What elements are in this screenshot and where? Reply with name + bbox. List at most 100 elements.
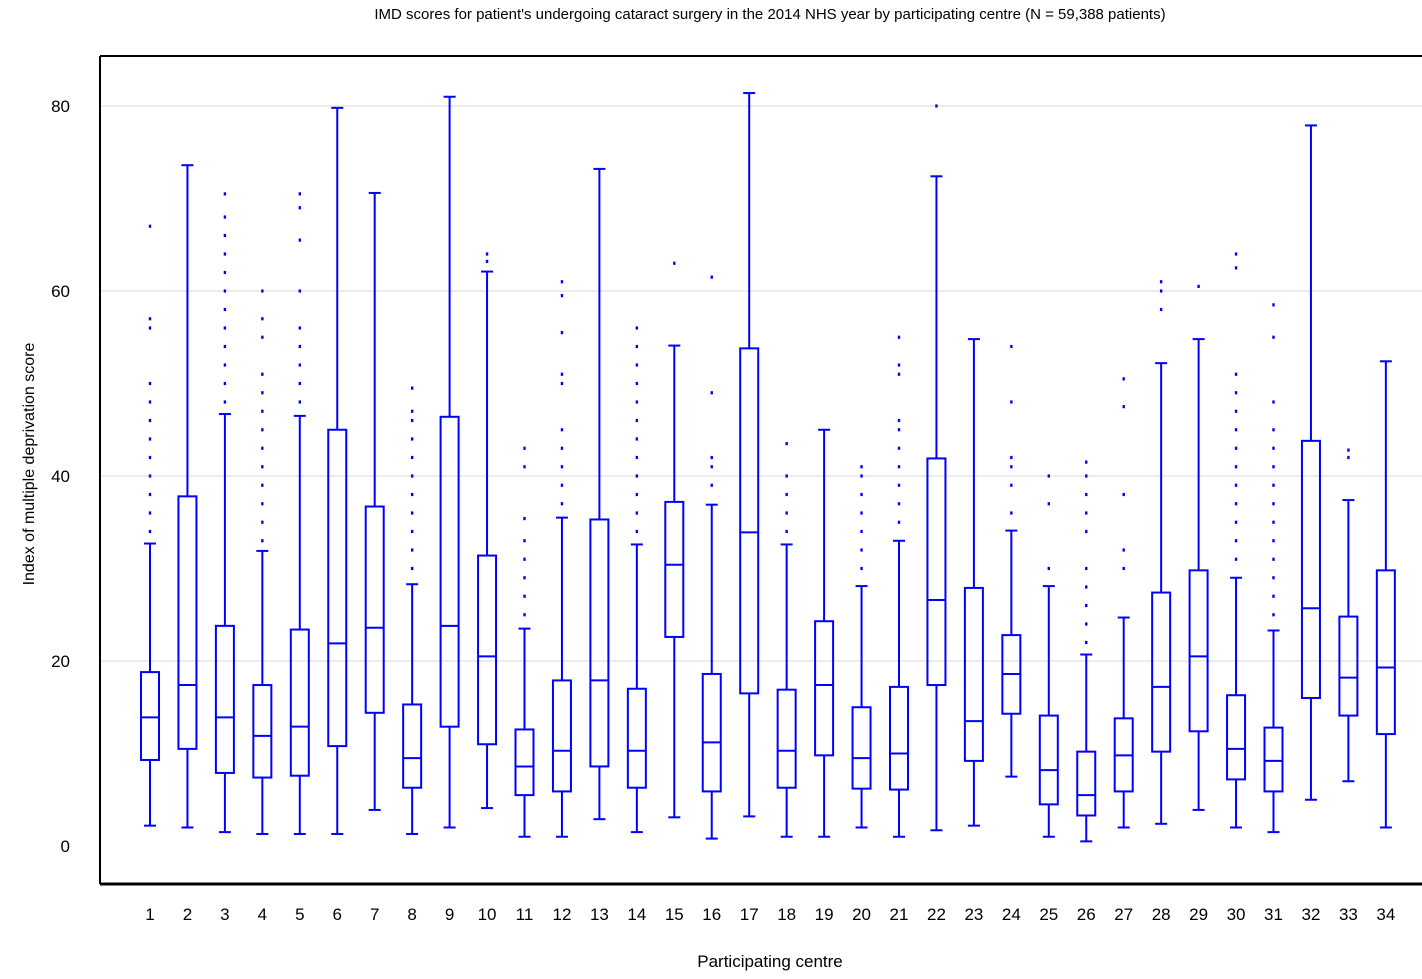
outlier-point <box>261 289 264 293</box>
outlier-point <box>298 381 301 386</box>
outlier-point <box>635 344 639 349</box>
iqr-box <box>664 500 685 638</box>
x-tick-label: 11 <box>516 905 534 924</box>
outlier-point <box>897 446 901 450</box>
outlier-point <box>1272 502 1275 506</box>
outlier-point <box>1234 483 1238 487</box>
x-tick-label: 32 <box>1301 905 1320 924</box>
outlier-point <box>710 465 713 469</box>
box-centre-32 <box>1300 124 1321 801</box>
outlier-point <box>785 511 788 515</box>
outlier-point <box>1010 483 1013 487</box>
y-tick-label: 0 <box>61 837 70 856</box>
outlier-point <box>635 437 639 441</box>
outlier-point <box>1272 576 1275 580</box>
box-centre-15 <box>664 261 685 819</box>
x-tick-labels: 1 2 3 4 5 6 7 8 9 10 11 12 13 14 15 16 17 18 19 20 21 22 23 24 2… <box>145 905 1395 924</box>
outlier-point <box>860 465 863 469</box>
outlier-point <box>710 275 713 279</box>
y-tick-labels: 0 20 40 60 80 <box>51 97 70 856</box>
x-tick-label: 2 <box>183 905 192 924</box>
x-tick-label: 29 <box>1189 905 1208 924</box>
box-centre-10 <box>477 252 498 810</box>
x-tick-label: 18 <box>777 905 796 924</box>
outlier-point <box>1010 400 1013 404</box>
outlier-point <box>635 418 639 423</box>
outlier-point <box>860 548 863 552</box>
outlier-point <box>1234 539 1238 543</box>
outlier-point <box>298 206 301 210</box>
iqr-box <box>589 518 610 768</box>
outlier-point <box>148 474 152 478</box>
outlier-point <box>1085 511 1088 515</box>
box-centre-6 <box>327 106 348 835</box>
x-tick-label: 22 <box>927 905 946 924</box>
x-tick-label: 21 <box>890 905 909 924</box>
box-centre-20 <box>851 465 872 829</box>
outlier-point <box>897 418 901 423</box>
outlier-point <box>523 465 526 469</box>
y-tick-label: 80 <box>51 97 70 116</box>
outlier-point <box>223 344 227 349</box>
outlier-point <box>1234 252 1238 256</box>
iqr-box <box>177 495 198 750</box>
outlier-point <box>148 224 152 228</box>
outlier-point <box>560 331 564 335</box>
outlier-point <box>635 381 639 386</box>
outlier-point <box>523 539 526 543</box>
y-tick-label: 60 <box>51 282 70 301</box>
outlier-point <box>410 455 414 460</box>
outlier-point <box>148 511 152 515</box>
x-tick-label: 3 <box>220 905 229 924</box>
iqr-box <box>1375 569 1396 736</box>
outlier-point <box>1085 492 1088 497</box>
outlier-point <box>485 252 489 256</box>
outlier-point <box>1347 455 1350 460</box>
outlier-point <box>560 483 564 487</box>
outlier-point <box>410 511 414 515</box>
x-tick-label: 31 <box>1264 905 1283 924</box>
outlier-point <box>410 492 414 497</box>
outlier-point <box>261 483 264 487</box>
outlier-point <box>635 363 639 367</box>
iqr-box <box>364 505 385 714</box>
outlier-point <box>860 492 863 497</box>
outlier-point <box>223 307 227 312</box>
box-centre-27 <box>1113 377 1134 829</box>
outlier-point <box>1047 474 1050 478</box>
iqr-box <box>514 728 535 797</box>
iqr-box <box>1263 726 1284 793</box>
outlier-point <box>635 529 639 534</box>
outlier-point <box>223 381 227 386</box>
outlier-point <box>897 465 901 469</box>
x-tick-label: 20 <box>852 905 871 924</box>
box-centre-11 <box>514 446 535 838</box>
outlier-point <box>1159 307 1163 312</box>
outlier-point <box>1272 520 1275 524</box>
x-tick-label: 10 <box>478 905 497 924</box>
box-centre-5 <box>289 192 310 835</box>
iqr-box <box>739 347 760 695</box>
outlier-point <box>410 409 414 413</box>
outlier-point <box>148 418 152 423</box>
outlier-point <box>261 391 264 395</box>
iqr-box <box>439 415 460 728</box>
iqr-box <box>252 684 273 779</box>
outlier-point <box>223 289 227 293</box>
outlier-point <box>261 409 264 413</box>
chart-title: IMD scores for patient's undergoing cata… <box>374 6 1166 23</box>
box-centre-12 <box>551 280 572 838</box>
box-centre-9 <box>439 95 460 829</box>
y-tick-label: 20 <box>51 652 70 671</box>
outlier-point <box>560 465 564 469</box>
outlier-point <box>523 557 526 561</box>
outlier-point <box>1010 344 1013 349</box>
y-tick-label: 40 <box>51 467 70 486</box>
outlier-point <box>148 437 152 441</box>
outlier-point <box>860 511 863 515</box>
box-centre-26 <box>1076 460 1097 843</box>
outlier-point <box>1234 557 1238 561</box>
outlier-point <box>1234 465 1238 469</box>
iqr-box <box>889 685 909 791</box>
